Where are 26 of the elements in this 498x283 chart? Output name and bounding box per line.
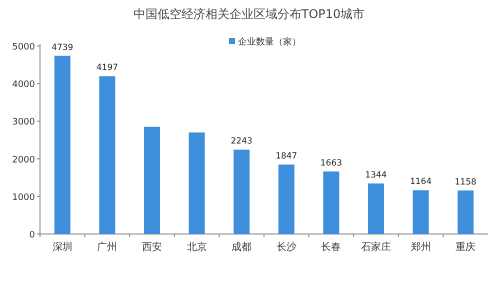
x-tick-label: 成都 bbox=[232, 241, 252, 253]
text: 4739 bbox=[52, 42, 74, 53]
y-tick-label: 1000 bbox=[12, 192, 36, 203]
x-tick-label: 石家庄 bbox=[361, 241, 391, 253]
text: 1847 bbox=[276, 152, 298, 162]
y-tick-label: 3000 bbox=[12, 118, 36, 128]
x-tick-label: 广州 bbox=[97, 241, 118, 253]
x-tick-label: 重庆 bbox=[456, 241, 476, 253]
y-tick-label: 5000 bbox=[12, 42, 36, 52]
chart-title: 中国低空经济相关企业区域分布TOP10城市 bbox=[133, 7, 365, 21]
text: 1164 bbox=[410, 177, 432, 188]
x-tick-label: 长春 bbox=[321, 241, 342, 253]
x-tick-label: 长沙 bbox=[276, 241, 296, 253]
text: 1663 bbox=[320, 158, 342, 168]
x-tick-label: 北京 bbox=[186, 241, 207, 253]
x-tick-label: 西安 bbox=[142, 241, 162, 253]
text: 1158 bbox=[454, 177, 476, 188]
x-tick-label: 深圳 bbox=[52, 241, 72, 253]
y-tick-label: 0 bbox=[29, 230, 36, 240]
legend-label: 企业数量（家） bbox=[238, 36, 301, 48]
text: 4197 bbox=[96, 63, 118, 74]
text: 1344 bbox=[365, 170, 387, 180]
y-tick-label: 2000 bbox=[12, 155, 36, 166]
y-tick-label: 4000 bbox=[12, 80, 36, 90]
x-tick-label: 郑州 bbox=[410, 241, 431, 253]
text: 2243 bbox=[230, 136, 252, 147]
